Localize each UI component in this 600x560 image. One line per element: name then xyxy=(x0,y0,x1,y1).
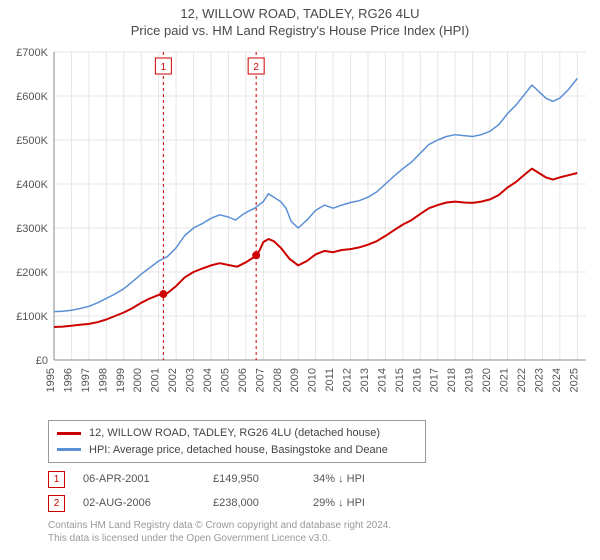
svg-text:2006: 2006 xyxy=(237,368,249,392)
sale-price: £149,950 xyxy=(213,473,313,485)
svg-text:2007: 2007 xyxy=(254,368,266,392)
svg-text:2022: 2022 xyxy=(516,368,528,392)
svg-text:1995: 1995 xyxy=(45,368,57,392)
svg-text:2017: 2017 xyxy=(429,368,441,392)
svg-text:2004: 2004 xyxy=(202,368,214,392)
svg-text:2016: 2016 xyxy=(411,368,423,392)
svg-text:2025: 2025 xyxy=(568,368,580,392)
svg-text:2003: 2003 xyxy=(185,368,197,392)
svg-text:2023: 2023 xyxy=(533,368,545,392)
legend-swatch-hpi xyxy=(57,448,81,451)
svg-text:£0: £0 xyxy=(36,355,48,367)
svg-text:2011: 2011 xyxy=(324,368,336,392)
sale-date: 06-APR-2001 xyxy=(83,473,213,485)
svg-text:£600K: £600K xyxy=(16,91,48,103)
footnote: Contains HM Land Registry data © Crown c… xyxy=(48,519,592,545)
svg-text:2000: 2000 xyxy=(132,368,144,392)
sales-row: 2 02-AUG-2006 £238,000 29% ↓ HPI xyxy=(48,491,592,515)
legend-label-hpi: HPI: Average price, detached house, Basi… xyxy=(89,442,388,459)
svg-text:£200K: £200K xyxy=(16,267,48,279)
sales-table: 1 06-APR-2001 £149,950 34% ↓ HPI 2 02-AU… xyxy=(48,467,592,515)
sale-price: £238,000 xyxy=(213,497,313,509)
sale-note: 34% ↓ HPI xyxy=(313,473,365,485)
svg-text:2: 2 xyxy=(253,62,259,73)
svg-text:1997: 1997 xyxy=(80,368,92,392)
svg-text:£100K: £100K xyxy=(16,311,48,323)
svg-text:1999: 1999 xyxy=(115,368,127,392)
sales-row: 1 06-APR-2001 £149,950 34% ↓ HPI xyxy=(48,467,592,491)
svg-text:£500K: £500K xyxy=(16,135,48,147)
title-line1: 12, WILLOW ROAD, TADLEY, RG26 4LU xyxy=(8,6,592,21)
sale-note: 29% ↓ HPI xyxy=(313,497,365,509)
legend-swatch-subject xyxy=(57,432,81,435)
legend: 12, WILLOW ROAD, TADLEY, RG26 4LU (detac… xyxy=(48,420,426,463)
svg-text:2009: 2009 xyxy=(289,368,301,392)
footnote-line: This data is licensed under the Open Gov… xyxy=(48,532,592,545)
footnote-line: Contains HM Land Registry data © Crown c… xyxy=(48,519,592,532)
svg-text:2018: 2018 xyxy=(446,368,458,392)
sale-marker-icon: 1 xyxy=(48,471,65,488)
sale-date: 02-AUG-2006 xyxy=(83,497,213,509)
svg-text:2012: 2012 xyxy=(342,368,354,392)
sale-marker-icon: 2 xyxy=(48,495,65,512)
svg-text:2002: 2002 xyxy=(167,368,179,392)
svg-text:2020: 2020 xyxy=(481,368,493,392)
svg-text:2010: 2010 xyxy=(307,368,319,392)
svg-text:2005: 2005 xyxy=(219,368,231,392)
svg-text:£300K: £300K xyxy=(16,223,48,235)
chart-svg: £0 £100K £200K £300K £400K £500K £600K £700K 199… xyxy=(8,44,592,414)
legend-row-subject: 12, WILLOW ROAD, TADLEY, RG26 4LU (detac… xyxy=(57,425,417,442)
svg-text:2015: 2015 xyxy=(394,368,406,392)
chart-container: 12, WILLOW ROAD, TADLEY, RG26 4LU Price … xyxy=(0,0,600,549)
chart: £0 £100K £200K £300K £400K £500K £600K £700K 199… xyxy=(8,44,592,414)
svg-text:2024: 2024 xyxy=(551,368,563,392)
svg-text:£400K: £400K xyxy=(16,179,48,191)
svg-text:2019: 2019 xyxy=(464,368,476,392)
svg-text:£700K: £700K xyxy=(16,47,48,59)
svg-text:1998: 1998 xyxy=(97,368,109,392)
svg-text:1996: 1996 xyxy=(62,368,74,392)
svg-text:2014: 2014 xyxy=(376,368,388,392)
svg-text:1: 1 xyxy=(161,62,167,73)
legend-row-hpi: HPI: Average price, detached house, Basi… xyxy=(57,442,417,459)
svg-text:2008: 2008 xyxy=(272,368,284,392)
svg-text:2013: 2013 xyxy=(359,368,371,392)
svg-text:2021: 2021 xyxy=(499,368,511,392)
svg-text:2001: 2001 xyxy=(150,368,162,392)
legend-label-subject: 12, WILLOW ROAD, TADLEY, RG26 4LU (detac… xyxy=(89,425,380,442)
title-line2: Price paid vs. HM Land Registry's House … xyxy=(8,23,592,38)
